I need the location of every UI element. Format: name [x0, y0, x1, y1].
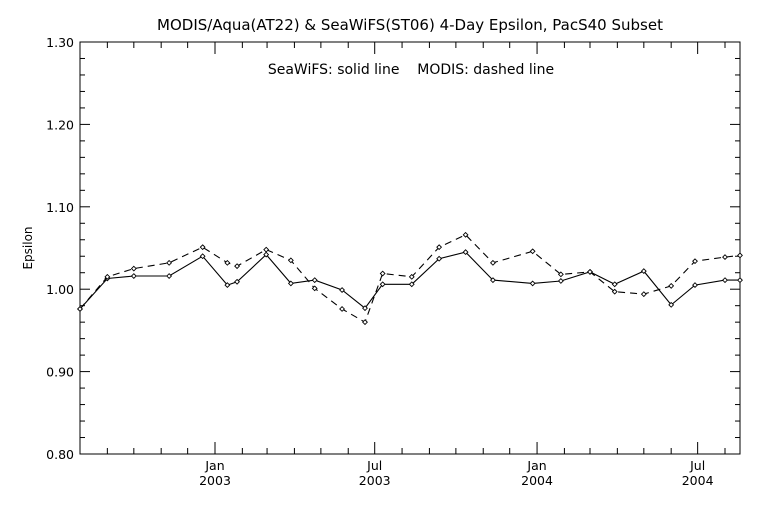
line-style-annotation: SeaWiFS: solid line MODIS: dashed line	[268, 62, 554, 78]
seawifs-point	[362, 305, 368, 312]
seawifs-point	[166, 273, 173, 279]
modis-point	[104, 273, 111, 280]
x-tick-label-month: Jan	[204, 458, 224, 473]
seawifs-point	[557, 278, 564, 284]
modis-point	[287, 257, 294, 264]
seawifs-point	[311, 277, 318, 284]
modis-point	[362, 319, 368, 326]
modis-line	[79, 234, 741, 324]
x-tick-label-year: 2004	[682, 473, 714, 488]
seawifs-line	[79, 251, 740, 310]
x-tick-label-year: 2003	[359, 473, 391, 488]
seawifs-point	[287, 280, 294, 287]
y-tick-label: 0.80	[46, 447, 74, 462]
seawifs-point	[668, 301, 675, 308]
modis-point	[490, 259, 496, 266]
seawifs-point	[462, 249, 469, 256]
seawifs-point	[611, 281, 618, 288]
modis-point	[234, 263, 240, 270]
seawifs-point	[737, 277, 743, 284]
data-series	[77, 231, 743, 326]
modis-point	[130, 265, 137, 272]
modis-point	[692, 258, 698, 265]
modis-point	[668, 282, 675, 289]
modis-point	[529, 248, 536, 255]
x-tick-label-year: 2004	[521, 473, 553, 488]
seawifs-point	[379, 281, 386, 288]
seawifs-point	[692, 282, 698, 289]
modis-point	[462, 231, 469, 238]
modis-point	[557, 271, 564, 278]
y-tick-label: 1.30	[46, 35, 74, 50]
x-tick-label-month: Jul	[689, 458, 705, 473]
seawifs-point	[224, 282, 231, 289]
modis-point	[224, 259, 231, 266]
modis-point	[640, 291, 647, 298]
modis-point	[408, 273, 415, 280]
y-tick-label: 1.10	[46, 200, 74, 215]
modis-point	[722, 254, 728, 261]
y-tick-label: 1.00	[46, 282, 74, 297]
seawifs-point	[640, 268, 647, 275]
seawifs-point	[339, 287, 345, 293]
seawifs-point	[436, 255, 443, 262]
y-tick-label: 1.20	[46, 117, 74, 132]
modis-point	[77, 306, 83, 312]
seawifs-point	[722, 277, 728, 284]
modis-point	[436, 244, 443, 251]
seawifs-point	[408, 281, 415, 288]
modis-point	[379, 270, 386, 277]
modis-point	[166, 259, 173, 266]
modis-point	[311, 285, 318, 292]
seawifs-point	[130, 273, 137, 279]
x-tick-label-month: Jul	[366, 458, 382, 473]
modis-point	[737, 252, 743, 259]
modis-point	[339, 306, 345, 312]
seawifs-point	[529, 280, 536, 287]
modis-point	[263, 246, 270, 253]
seawifs-point	[490, 277, 496, 284]
seawifs-point	[263, 251, 270, 258]
modis-point	[587, 268, 593, 275]
y-tick-label: 0.90	[46, 365, 74, 380]
plot-frame	[79, 41, 741, 455]
modis-point	[199, 244, 206, 251]
modis-point	[611, 288, 618, 295]
x-tick-label-month: Jan	[526, 458, 546, 473]
y-axis-label: Epsilon	[21, 226, 35, 269]
seawifs-point	[234, 278, 240, 285]
seawifs-point	[199, 253, 206, 260]
axis-ticks: 0.800.901.001.101.201.30Jan2003Jul2003Ja…	[46, 35, 740, 488]
chart-title: MODIS/Aqua(AT22) & SeaWiFS(ST06) 4-Day E…	[157, 16, 663, 34]
x-tick-label-year: 2003	[199, 473, 231, 488]
